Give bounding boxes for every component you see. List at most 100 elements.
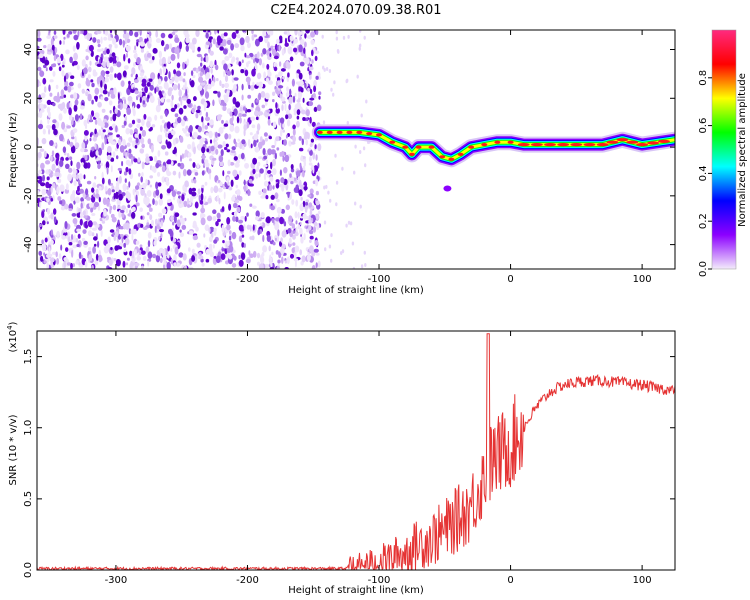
noise-point xyxy=(112,204,117,211)
noise-point xyxy=(255,216,259,221)
noise-point xyxy=(231,69,234,76)
noise-point xyxy=(212,157,217,161)
noise-point xyxy=(235,184,238,189)
noise-point xyxy=(262,48,267,55)
noise-point xyxy=(174,104,178,110)
noise-point xyxy=(197,105,201,110)
noise-point xyxy=(92,136,97,142)
noise-point xyxy=(208,36,213,40)
noise-point xyxy=(178,171,181,179)
noise-point xyxy=(127,95,133,102)
noise-point xyxy=(38,110,43,119)
noise-point xyxy=(228,52,233,59)
noise-point xyxy=(102,129,106,133)
noise-point xyxy=(119,145,125,153)
noise-point xyxy=(37,163,40,167)
noise-point xyxy=(114,73,117,78)
noise-point xyxy=(250,84,255,91)
noise-point xyxy=(294,251,297,259)
noise-point xyxy=(92,37,97,43)
noise-point xyxy=(104,77,109,83)
noise-point xyxy=(288,237,292,245)
noise-point xyxy=(202,121,205,129)
noise-point xyxy=(167,245,170,252)
noise-point xyxy=(241,59,244,63)
noise-point xyxy=(257,141,263,149)
noise-point xyxy=(87,230,93,237)
noise-point xyxy=(94,87,100,95)
noise-point xyxy=(158,212,163,218)
noise-point xyxy=(45,181,50,189)
noise-point xyxy=(267,148,272,156)
noise-point xyxy=(272,241,276,246)
noise-point xyxy=(87,74,91,79)
noise-point xyxy=(71,173,77,179)
noise-point xyxy=(183,105,187,109)
noise-point xyxy=(300,196,303,201)
noise-point xyxy=(147,251,153,259)
noise-point xyxy=(76,206,80,214)
noise-point xyxy=(166,188,171,194)
noise-point xyxy=(288,96,293,104)
noise-point xyxy=(248,178,253,184)
noise-point xyxy=(227,133,232,140)
noise-point xyxy=(64,203,69,210)
noise-point xyxy=(165,109,168,117)
noise-point xyxy=(231,231,237,240)
noise-point xyxy=(166,121,171,129)
noise-point xyxy=(302,165,306,172)
noise-point xyxy=(46,221,49,225)
noise-point xyxy=(121,192,126,197)
noise-point xyxy=(201,203,204,212)
noise-point xyxy=(40,182,46,187)
noise-point xyxy=(311,59,314,64)
noise-point xyxy=(275,38,280,44)
noise-point xyxy=(222,102,227,107)
noise-point xyxy=(276,199,280,203)
noise-point xyxy=(177,162,181,167)
noise-point xyxy=(281,150,285,158)
noise-point xyxy=(149,184,153,188)
noise-point xyxy=(46,124,52,129)
noise-point xyxy=(43,260,47,264)
noise-point xyxy=(226,176,230,182)
noise-point xyxy=(229,230,232,235)
noise-point xyxy=(290,164,294,170)
noise-point xyxy=(186,58,190,65)
signal-peak xyxy=(647,141,660,145)
noise-point xyxy=(195,109,201,114)
noise-point xyxy=(166,171,172,177)
noise-point xyxy=(41,137,47,145)
noise-point xyxy=(166,261,171,269)
noise-point xyxy=(190,70,194,76)
noise-point xyxy=(252,168,256,175)
noise-point xyxy=(182,97,188,101)
noise-point xyxy=(281,104,284,112)
noise-point xyxy=(252,205,257,209)
spectrogram-frame xyxy=(36,29,676,270)
noise-point xyxy=(234,210,238,218)
noise-point xyxy=(232,215,237,222)
noise-point xyxy=(183,200,188,208)
noise-point xyxy=(287,113,293,120)
noise-point xyxy=(323,220,327,225)
noise-point xyxy=(37,37,42,42)
noise-point xyxy=(226,63,231,69)
noise-point xyxy=(161,119,165,124)
noise-point xyxy=(44,237,48,243)
noise-point xyxy=(79,218,83,226)
noise-point xyxy=(188,266,194,269)
noise-point xyxy=(180,154,182,162)
noise-point xyxy=(256,252,261,259)
noise-point xyxy=(263,164,268,168)
noise-point xyxy=(179,232,185,238)
noise-point xyxy=(347,34,350,39)
noise-point xyxy=(40,92,46,99)
noise-point xyxy=(50,37,54,46)
noise-point xyxy=(224,133,229,140)
noise-point xyxy=(335,202,338,207)
noise-point xyxy=(91,264,94,269)
noise-point xyxy=(204,140,208,145)
noise-point xyxy=(114,245,119,251)
noise-point xyxy=(276,206,282,214)
